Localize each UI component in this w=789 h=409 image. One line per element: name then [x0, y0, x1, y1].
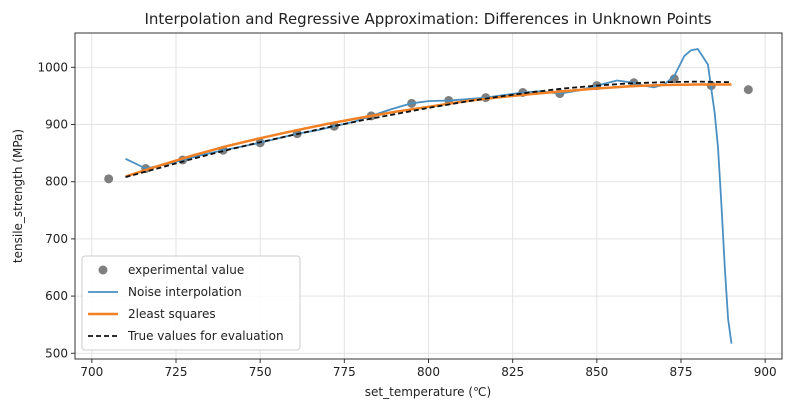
x-axis-label: set_temperature (℃) [365, 385, 491, 399]
legend-box [81, 255, 301, 351]
y-axis-label: tensile_strength (MPa) [11, 129, 25, 263]
y-tick-label: 1000 [37, 60, 68, 74]
x-tick-label: 825 [501, 365, 524, 379]
series-layer [104, 48, 753, 344]
legend-label-least-squares: 2least squares [128, 307, 216, 321]
x-axis: 700 725 750 775 800 825 850 875 900 [80, 359, 777, 379]
chart-title: Interpolation and Regressive Approximati… [144, 10, 711, 28]
y-tick-label: 600 [45, 289, 68, 303]
x-tick-label: 750 [249, 365, 272, 379]
y-tick-label: 500 [45, 346, 68, 360]
experimental-point [104, 174, 114, 184]
x-tick-label: 775 [333, 365, 356, 379]
x-tick-label: 725 [165, 365, 188, 379]
legend-label-true-values: True values for evaluation [127, 329, 284, 343]
y-tick-label: 800 [45, 175, 68, 189]
grid [75, 33, 782, 359]
legend: experimental value Noise interpolation 2… [81, 255, 301, 351]
y-tick-label: 900 [45, 118, 68, 132]
x-tick-label: 850 [585, 365, 608, 379]
true-values-line [125, 80, 732, 178]
experimental-point [669, 74, 679, 84]
legend-label-noise-interpolation: Noise interpolation [128, 285, 242, 299]
x-tick-label: 900 [754, 365, 777, 379]
legend-marker-experimental [98, 265, 108, 275]
least-squares-line [125, 83, 732, 178]
x-tick-label: 700 [80, 365, 103, 379]
legend-label-experimental: experimental value [128, 263, 244, 277]
x-tick-label: 875 [670, 365, 693, 379]
experimental-point [743, 85, 753, 95]
y-tick-label: 700 [45, 232, 68, 246]
x-tick-label: 800 [417, 365, 440, 379]
y-axis: 500 600 700 800 900 1000 [37, 60, 75, 360]
